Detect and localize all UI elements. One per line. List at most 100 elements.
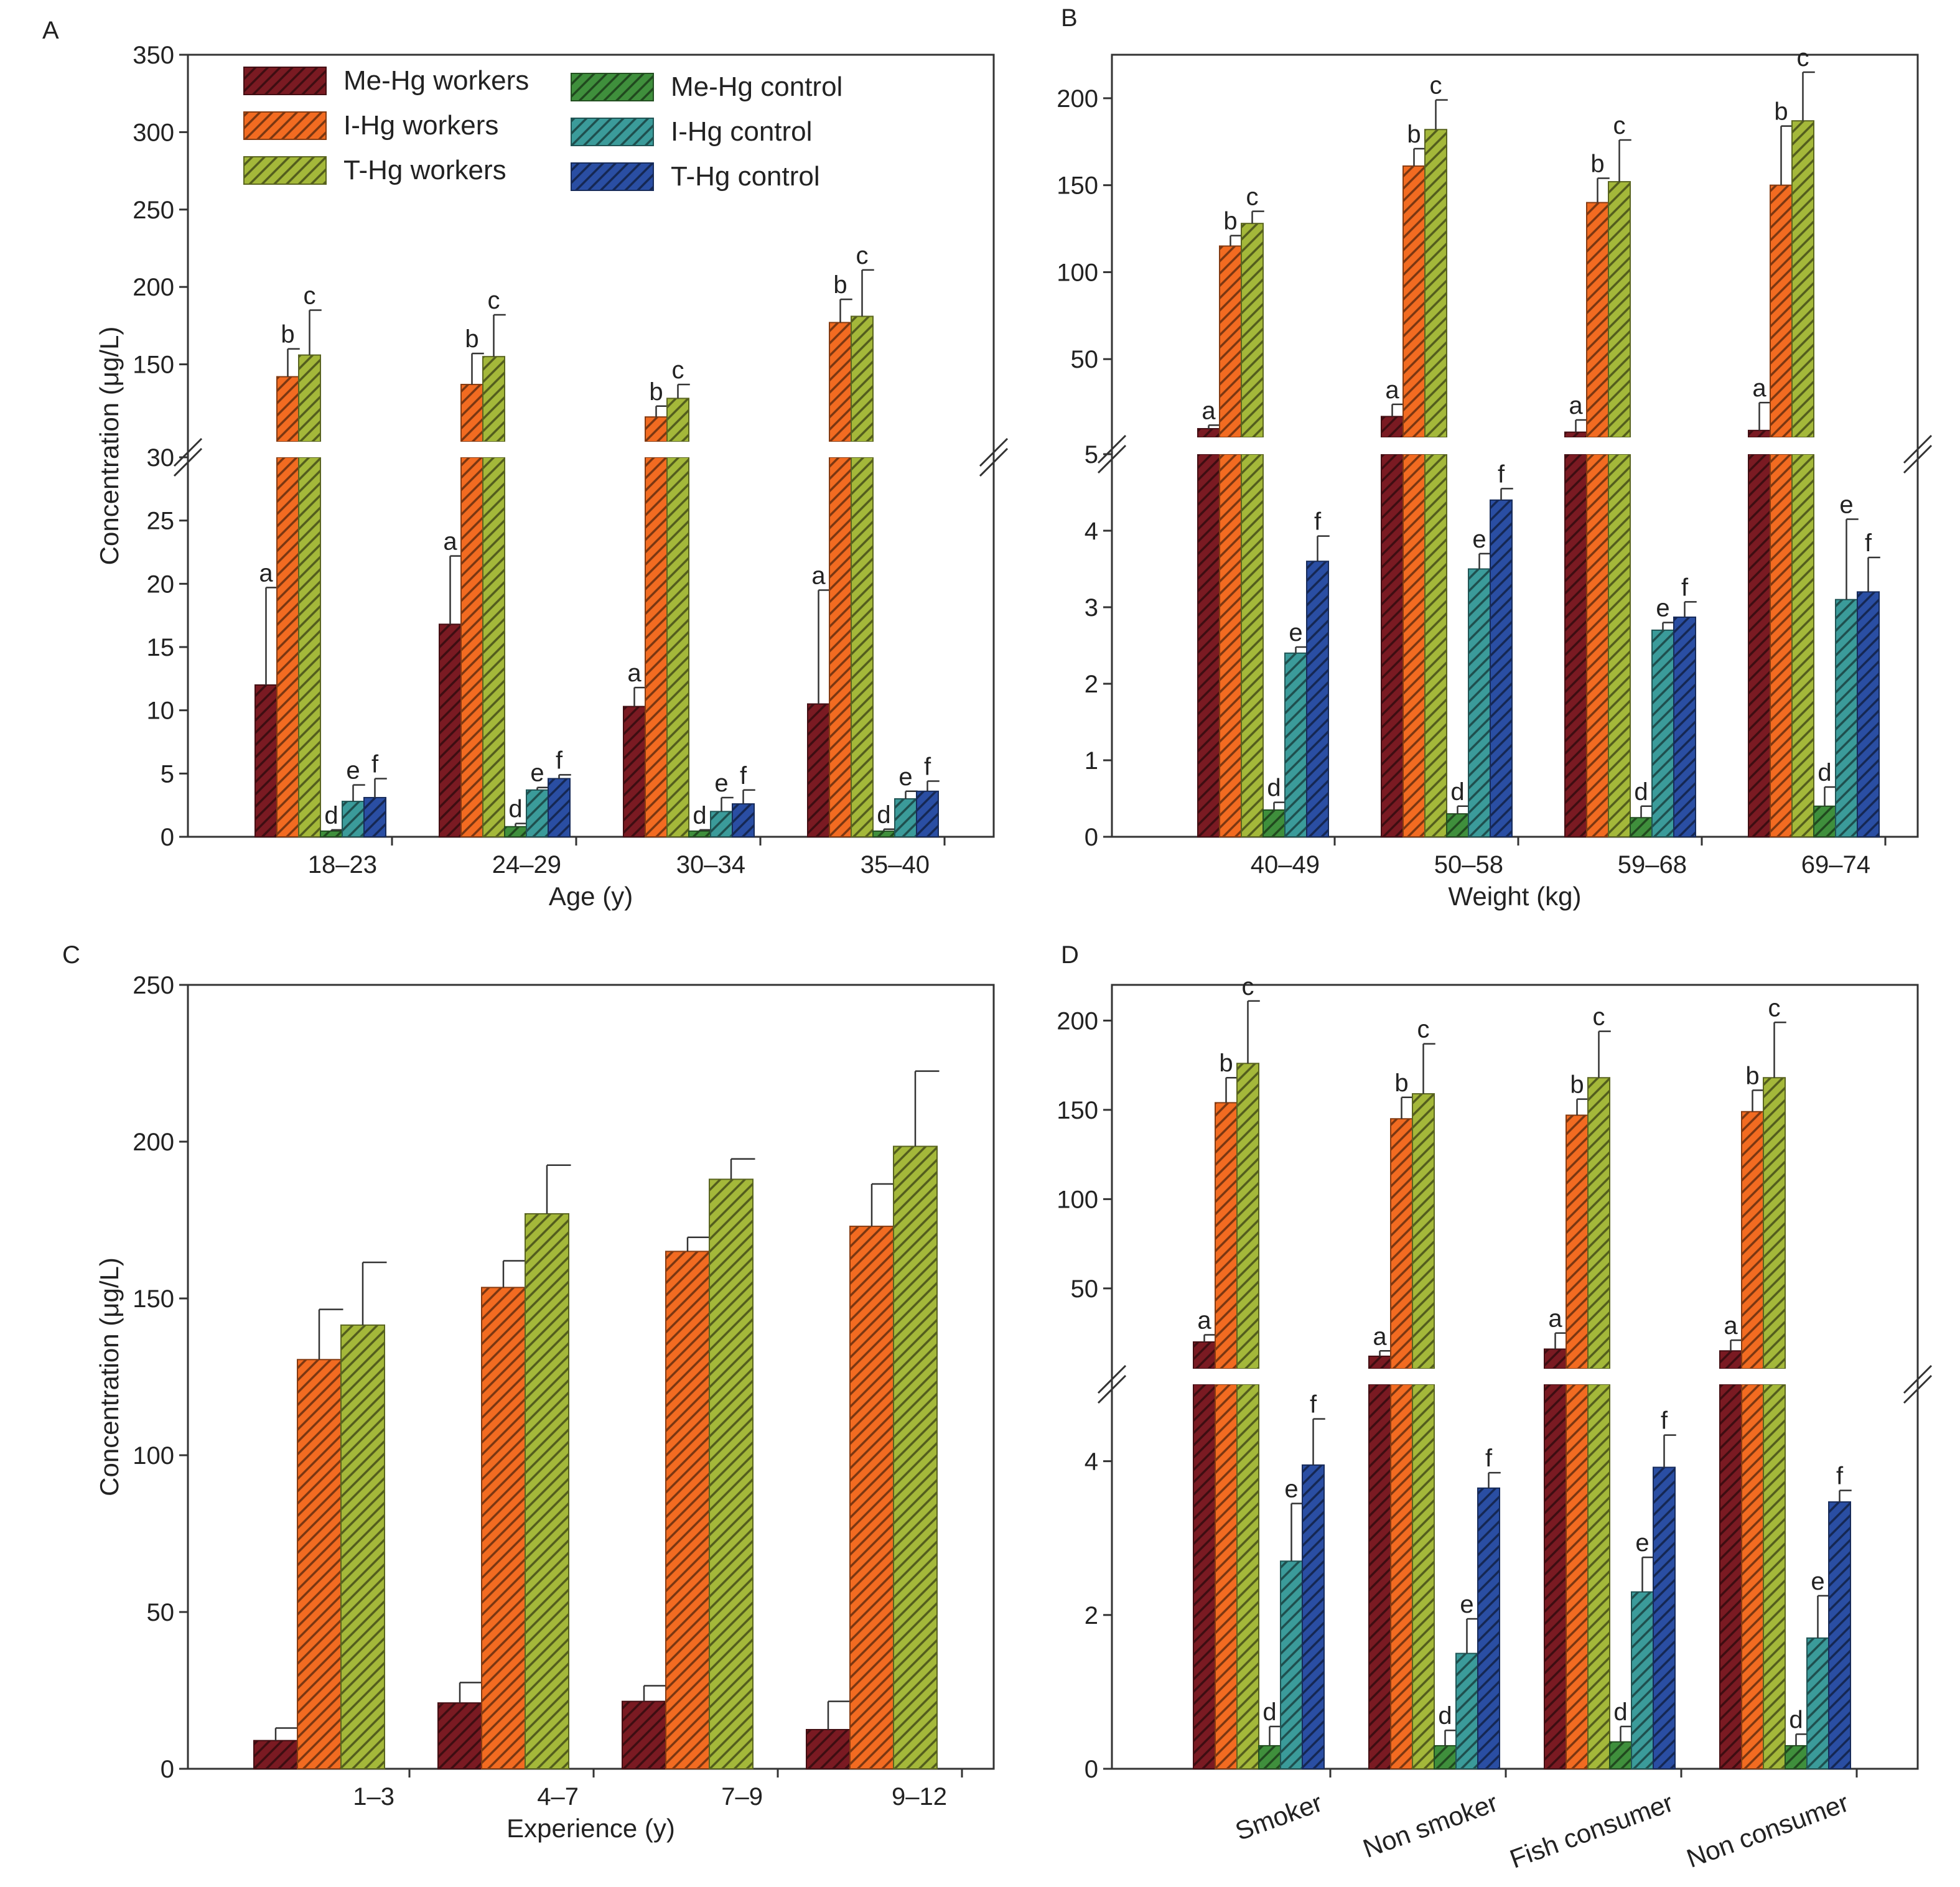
x-tick-label: 59–68 <box>1618 851 1687 878</box>
legend-swatch-me_w <box>243 67 327 95</box>
y-tick-label: 150 <box>1057 172 1098 200</box>
bar-t_c <box>1828 1501 1851 1769</box>
y-tick-label: 250 <box>133 972 174 999</box>
axis-break-mark <box>979 437 1009 467</box>
x-tick-label: 30–34 <box>676 851 745 878</box>
significance-letter: d <box>877 801 890 829</box>
bar-me_w-lower <box>1564 454 1587 837</box>
bar-t_w-lower <box>1236 1384 1259 1769</box>
significance-letter: d <box>1789 1706 1803 1733</box>
bar-me_w <box>254 684 278 837</box>
bar-me_w-upper <box>1368 1355 1391 1369</box>
significance-letter: a <box>811 562 826 590</box>
significance-letter: d <box>1438 1702 1452 1730</box>
significance-letter: a <box>1202 397 1216 424</box>
bar-i_w-lower <box>460 457 483 837</box>
bar-me_w-lower <box>1381 454 1404 837</box>
bar-i_w-lower <box>829 457 852 837</box>
y-tick-label: 2 <box>1085 671 1098 698</box>
y-axis-title: Concentration (μg/L) <box>95 1257 124 1496</box>
bar-me_w-upper <box>1748 429 1771 438</box>
bar-me_w-lower <box>1748 454 1771 837</box>
bar-me_w-upper <box>1564 431 1587 439</box>
bar-t_w-lower <box>1424 454 1447 837</box>
significance-letter: f <box>1661 1407 1668 1435</box>
bar-i_w-lower <box>1219 454 1242 837</box>
significance-letter: f <box>1836 1463 1844 1490</box>
significance-letter: f <box>1498 460 1505 488</box>
bar-t_c <box>1490 499 1513 837</box>
legend-label-i_w: I-Hg workers <box>343 110 498 141</box>
bar-i_w-lower <box>645 457 668 837</box>
y-tick-label: 250 <box>133 197 174 224</box>
bar-t_w <box>525 1213 569 1770</box>
bar-i_c <box>710 811 733 838</box>
legend-label-t_w: T-Hg workers <box>343 155 506 185</box>
plot-frame <box>187 54 995 838</box>
significance-letter: c <box>1242 973 1254 1000</box>
bar-me_c <box>1446 813 1469 837</box>
bar-me_c <box>688 830 711 837</box>
bar-i_w-lower <box>276 457 299 837</box>
x-tick-label: Smoker <box>1231 1787 1326 1846</box>
y-tick-label: 200 <box>133 1129 174 1156</box>
bar-i_w <box>481 1287 526 1770</box>
bar-i_w-lower <box>1770 454 1793 837</box>
significance-letter: c <box>1593 1004 1605 1031</box>
legend-label-me_c: Me-Hg control <box>671 72 842 102</box>
significance-letter: f <box>556 747 563 774</box>
bar-i_w-upper <box>1390 1118 1413 1369</box>
bar-t_w-lower <box>1412 1384 1435 1769</box>
significance-letter: d <box>693 802 706 829</box>
bar-me_w-lower <box>1197 454 1220 837</box>
x-tick-label: 1–3 <box>353 1783 394 1810</box>
bar-t_c <box>916 790 939 838</box>
bar-me_w-lower <box>1719 1384 1742 1769</box>
y-tick-label: 50 <box>1071 1275 1099 1303</box>
significance-letter: c <box>488 287 500 314</box>
bar-me_w-upper <box>1719 1350 1742 1369</box>
bar-i_w-lower <box>1390 1384 1413 1769</box>
significance-letter: a <box>627 659 642 687</box>
significance-letter: c <box>1797 44 1809 72</box>
bar-i_c <box>1280 1560 1303 1770</box>
x-tick-label: 9–12 <box>892 1783 947 1810</box>
bar-i_w <box>665 1251 710 1769</box>
bar-i_c <box>1806 1637 1829 1769</box>
significance-letter: d <box>1818 759 1831 786</box>
significance-letter: a <box>1385 376 1399 404</box>
bar-i_w-lower <box>1215 1384 1238 1769</box>
x-tick-label: 4–7 <box>537 1783 579 1810</box>
bar-i_c <box>1835 599 1858 837</box>
x-tick-label: Non consumer <box>1682 1787 1852 1873</box>
significance-letter: a <box>1197 1307 1211 1334</box>
significance-letter: f <box>924 753 931 781</box>
y-tick-label: 3 <box>1085 594 1098 622</box>
y-tick-label: 30 <box>147 444 175 472</box>
significance-letter: c <box>1246 184 1259 211</box>
significance-letter: c <box>1613 112 1626 139</box>
significance-letter: b <box>1394 1069 1408 1097</box>
bar-t_w-upper <box>1412 1093 1435 1369</box>
significance-letter: b <box>833 271 847 299</box>
bar-i_w-upper <box>1586 202 1609 438</box>
significance-letter: b <box>1223 208 1237 235</box>
y-tick-label: 200 <box>1057 85 1098 113</box>
significance-letter: e <box>346 757 360 785</box>
bar-t_w <box>893 1145 938 1770</box>
legend-swatch-me_c <box>571 73 654 101</box>
bar-i_w-upper <box>1770 184 1793 438</box>
significance-letter: e <box>1656 595 1669 622</box>
bar-me_w <box>807 703 830 837</box>
bar-i_c <box>342 801 365 837</box>
bar-me_c <box>872 830 895 837</box>
y-tick-label: 4 <box>1085 1448 1098 1476</box>
significance-letter: f <box>1485 1445 1493 1472</box>
x-tick-label: Non smoker <box>1359 1787 1501 1863</box>
bar-i_c <box>894 798 917 837</box>
x-tick-label: 50–58 <box>1434 851 1503 878</box>
bar-t_w-lower <box>1241 454 1264 837</box>
significance-letter: e <box>1839 492 1853 519</box>
bar-me_c <box>504 826 527 837</box>
bar-me_w-lower <box>1193 1384 1216 1769</box>
